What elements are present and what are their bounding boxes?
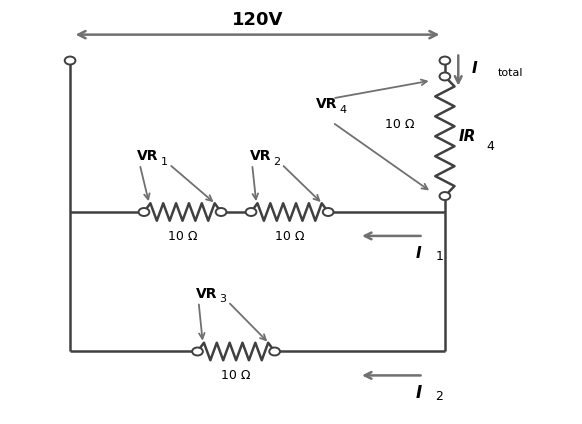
- Text: 10 Ω: 10 Ω: [168, 230, 197, 243]
- Circle shape: [323, 208, 333, 216]
- Circle shape: [246, 208, 257, 216]
- Text: VR: VR: [137, 149, 158, 163]
- Circle shape: [439, 56, 450, 64]
- Text: IR: IR: [458, 129, 475, 144]
- Text: I: I: [416, 246, 421, 261]
- Text: I: I: [471, 61, 477, 76]
- Text: VR: VR: [250, 149, 271, 163]
- Text: 2: 2: [435, 390, 443, 403]
- Text: 2: 2: [273, 157, 280, 167]
- Text: total: total: [498, 67, 523, 78]
- Text: 4: 4: [340, 105, 347, 115]
- Circle shape: [269, 348, 280, 355]
- Text: VR: VR: [317, 98, 338, 112]
- Text: 10 Ω: 10 Ω: [385, 118, 414, 131]
- Text: 120V: 120V: [232, 11, 283, 29]
- Circle shape: [192, 348, 203, 355]
- Circle shape: [439, 73, 450, 81]
- Text: I: I: [416, 384, 421, 402]
- Circle shape: [439, 192, 450, 200]
- Circle shape: [216, 208, 226, 216]
- Text: 10 Ω: 10 Ω: [275, 230, 304, 243]
- Text: 3: 3: [219, 295, 226, 304]
- Text: VR: VR: [196, 287, 218, 301]
- Circle shape: [139, 208, 150, 216]
- Text: 1: 1: [161, 157, 168, 167]
- Text: 4: 4: [486, 140, 494, 153]
- Text: 10 Ω: 10 Ω: [221, 369, 251, 382]
- Circle shape: [65, 56, 76, 64]
- Text: 1: 1: [435, 250, 443, 263]
